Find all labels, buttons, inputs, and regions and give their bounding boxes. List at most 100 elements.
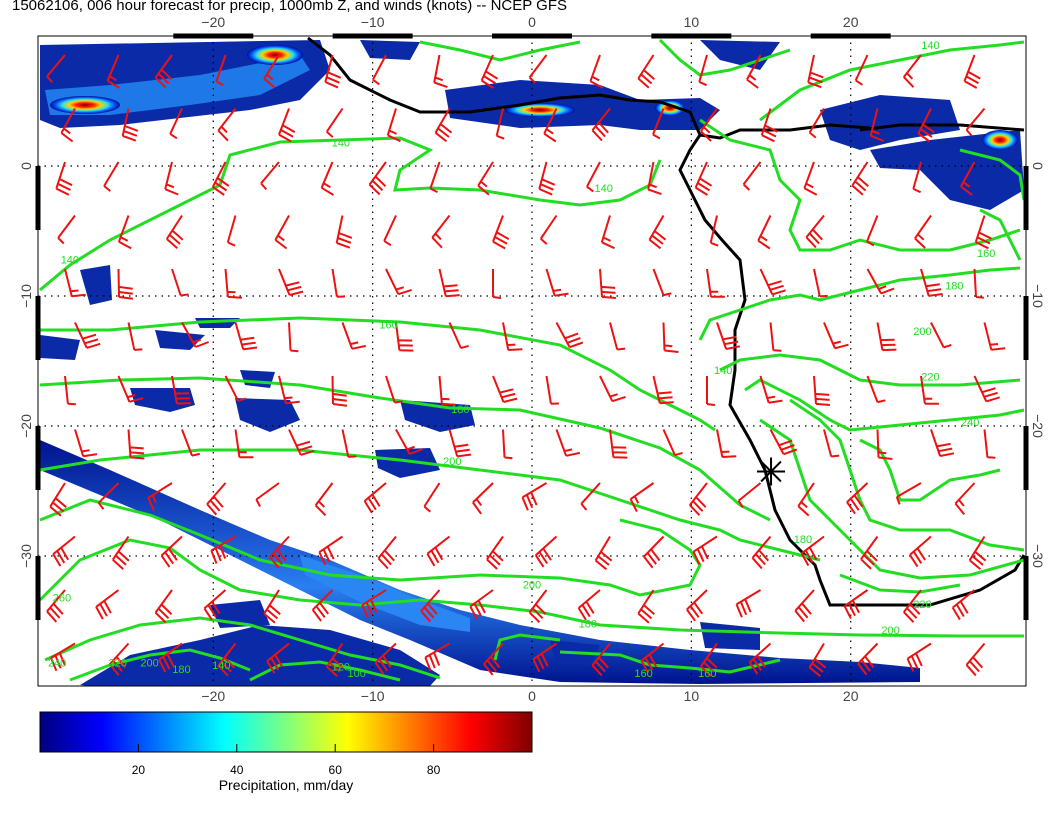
contour-label: 220 xyxy=(921,372,939,384)
map-title: 15062106, 006 hour forecast for precip, … xyxy=(12,0,567,14)
wind-barb xyxy=(652,108,665,140)
wind-barb xyxy=(165,214,184,249)
colorbar-label: Precipitation, mm/day xyxy=(219,777,354,793)
precip-north-speck xyxy=(360,40,420,60)
wind-barb xyxy=(217,107,237,142)
wind-barb xyxy=(813,375,830,406)
wind-barb xyxy=(689,482,708,516)
precip-south-west xyxy=(80,625,440,686)
colorbar-ramp xyxy=(39,711,533,753)
wind-barb xyxy=(385,268,412,296)
wind-barb xyxy=(320,161,335,196)
wind-barb xyxy=(325,642,344,677)
precip-cell xyxy=(50,96,120,114)
wind-barb xyxy=(103,161,120,192)
wind-barb xyxy=(965,107,986,137)
wind-barb xyxy=(117,268,134,300)
wind-barb xyxy=(912,161,922,194)
lon-tick-label-top: 20 xyxy=(843,14,859,30)
contour-label: 100 xyxy=(348,668,366,680)
wind-barb xyxy=(769,322,782,352)
contour-label: 200 xyxy=(140,658,158,670)
lon-tick-label-top: −10 xyxy=(361,14,385,30)
wind-barb xyxy=(591,107,611,142)
wind-barb xyxy=(438,375,456,406)
wind-barb xyxy=(224,268,242,299)
wind-barb xyxy=(429,161,441,193)
wind-barb xyxy=(169,108,183,140)
wind-barb xyxy=(502,322,523,351)
wind-barb xyxy=(448,429,472,458)
contour-label: 220 xyxy=(913,599,931,611)
wind-barb xyxy=(963,54,981,89)
wind-barb xyxy=(278,108,296,143)
wind-barb xyxy=(341,429,357,458)
contour-label: 140 xyxy=(921,40,939,52)
wind-barb xyxy=(876,322,897,352)
wind-barb xyxy=(895,482,922,505)
contour-label: 160 xyxy=(977,248,995,260)
wind-barb xyxy=(433,54,448,89)
wind-barb xyxy=(686,589,708,622)
wind-barb xyxy=(147,482,173,512)
wind-barb xyxy=(121,108,139,142)
wind-barb xyxy=(97,482,120,510)
wind-barb xyxy=(709,215,719,247)
wind-barb xyxy=(363,482,387,514)
wind-barb xyxy=(698,54,708,87)
wind-barb xyxy=(483,642,504,676)
precip-north-east xyxy=(820,95,960,150)
wind-barb xyxy=(368,161,387,196)
wind-barb xyxy=(748,642,772,675)
height-contours xyxy=(38,38,1026,682)
marker-stroke xyxy=(760,460,782,483)
wind-barb xyxy=(974,215,992,250)
wind-barb xyxy=(171,375,191,405)
wind-barb xyxy=(383,215,397,247)
wind-barb xyxy=(164,161,179,196)
wind-barb xyxy=(823,322,849,350)
contour-label: 200 xyxy=(881,625,899,637)
wind-barb xyxy=(263,54,280,89)
wind-barb xyxy=(662,322,679,353)
wind-barb xyxy=(577,589,601,621)
precip-cell xyxy=(505,103,575,117)
wind-barb xyxy=(263,589,281,624)
wind-barb xyxy=(700,107,718,142)
precip-storm-band xyxy=(40,440,920,684)
wind-barb xyxy=(477,161,494,196)
wind-barb xyxy=(521,482,548,511)
wind-barb xyxy=(217,642,237,677)
wind-barb xyxy=(599,375,626,403)
wind-barb xyxy=(716,322,741,350)
wind-barb xyxy=(539,214,558,245)
wind-barb xyxy=(759,375,783,404)
wind-barb xyxy=(434,107,453,143)
wind-barb xyxy=(637,54,655,89)
wind-barb xyxy=(377,535,397,570)
wind-barb xyxy=(423,482,441,513)
lon-tick-label-top: 0 xyxy=(528,14,536,30)
wind-barb xyxy=(637,589,655,624)
wind-barb xyxy=(742,161,762,191)
wind-barb xyxy=(600,215,615,250)
wind-barb xyxy=(127,429,145,460)
wind-barb xyxy=(278,375,300,405)
wind-barb xyxy=(311,589,334,622)
wind-barb xyxy=(857,642,879,676)
wind-barb xyxy=(609,429,628,459)
lon-tick-label-bottom: 20 xyxy=(843,688,859,704)
wind-barb xyxy=(920,268,943,297)
wind-barb xyxy=(154,589,173,624)
lat-tick-label-right: −10 xyxy=(1030,284,1046,308)
contour-label: 140 xyxy=(714,365,732,377)
precip-patch xyxy=(240,370,275,388)
precip-south-east xyxy=(700,622,760,650)
wind-barb xyxy=(448,322,469,350)
wind-barb xyxy=(181,429,201,457)
wind-barb xyxy=(906,642,932,672)
precip-patch xyxy=(155,330,205,350)
wind-barb xyxy=(769,429,798,456)
